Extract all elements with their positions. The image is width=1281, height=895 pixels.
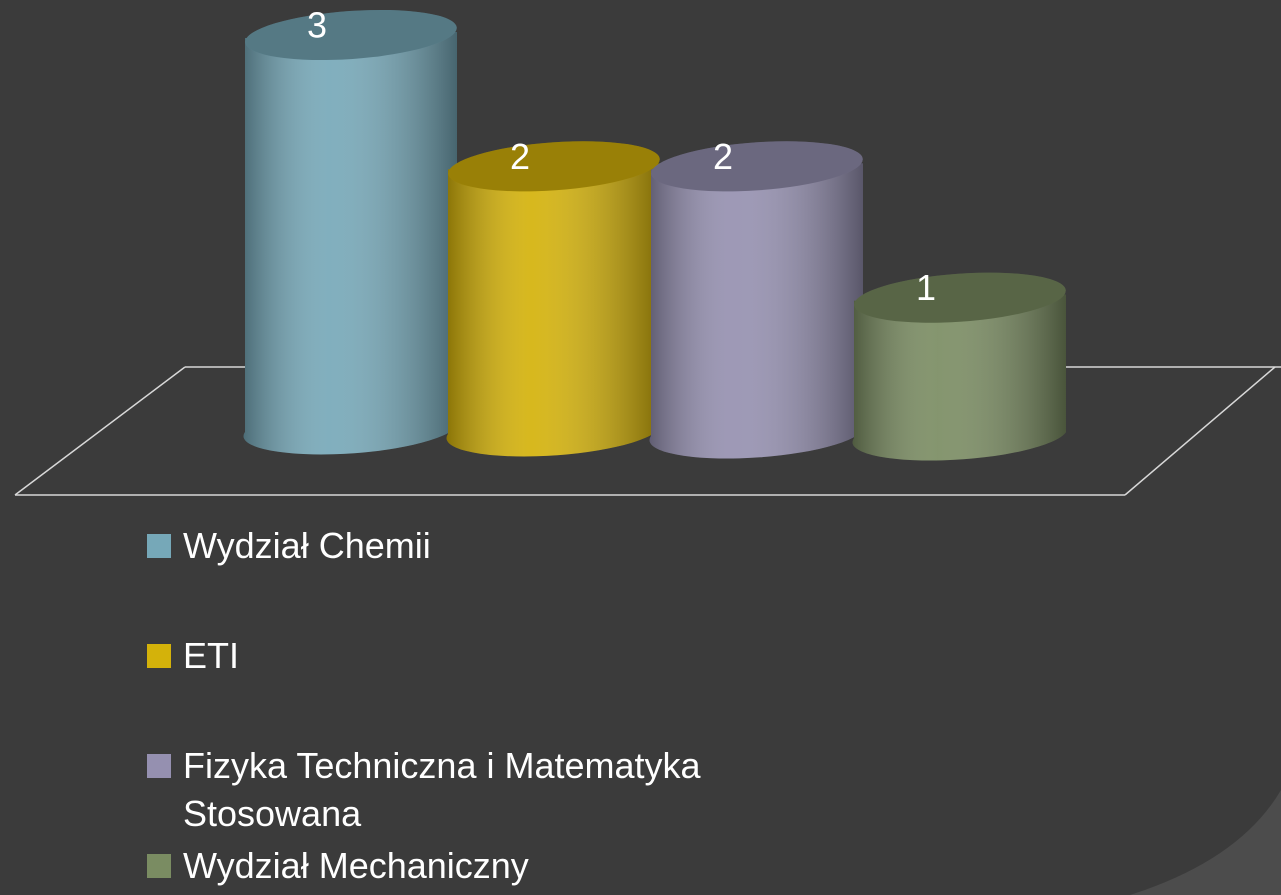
bars: 3 2 2 1 xyxy=(243,5,1066,461)
legend-label: ETI xyxy=(183,635,240,676)
legend-item: ETI xyxy=(147,632,887,680)
cylinder-top-shade xyxy=(245,9,457,61)
legend-item: Wydział Chemii xyxy=(147,522,887,570)
legend-item: Fizyka Techniczna i Matematyka Stosowana xyxy=(147,742,887,838)
legend-swatch xyxy=(147,854,171,878)
cylinder-shade xyxy=(649,163,863,459)
legend-label: Fizyka Techniczna i Matematyka Stosowana xyxy=(183,745,701,834)
legend-swatch xyxy=(147,644,171,668)
cylinder-top xyxy=(651,141,863,192)
cylinder-shade xyxy=(243,32,457,455)
legend-swatch xyxy=(147,754,171,778)
cylinder-top-shade xyxy=(448,141,660,192)
cylinder-top xyxy=(448,141,660,192)
value-label: 2 xyxy=(713,136,733,177)
cylinder-top xyxy=(854,272,1066,323)
decor xyxy=(1130,790,1281,895)
value-label: 1 xyxy=(916,267,936,308)
cylinder-shade xyxy=(852,294,1066,461)
legend-label: Wydział Mechaniczny xyxy=(183,845,529,886)
legend-swatch xyxy=(147,534,171,558)
cylinder-shade xyxy=(446,163,660,457)
cylinder-top-shade xyxy=(854,272,1066,323)
value-label: 2 xyxy=(510,136,530,177)
legend-item: Wydział Mechaniczny xyxy=(147,842,887,890)
value-label: 3 xyxy=(307,5,327,46)
legend-label: Wydział Chemii xyxy=(183,525,431,566)
cylinder-top xyxy=(245,9,457,61)
cylinder-top-shade xyxy=(651,141,863,192)
